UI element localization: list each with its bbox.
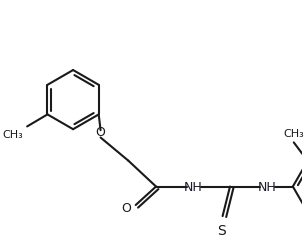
Text: O: O <box>95 125 106 138</box>
Text: O: O <box>121 202 131 214</box>
Text: NH: NH <box>258 180 276 193</box>
Text: CH₃: CH₃ <box>3 130 23 140</box>
Text: NH: NH <box>184 180 202 193</box>
Text: S: S <box>217 223 226 237</box>
Text: CH₃: CH₃ <box>283 128 304 138</box>
